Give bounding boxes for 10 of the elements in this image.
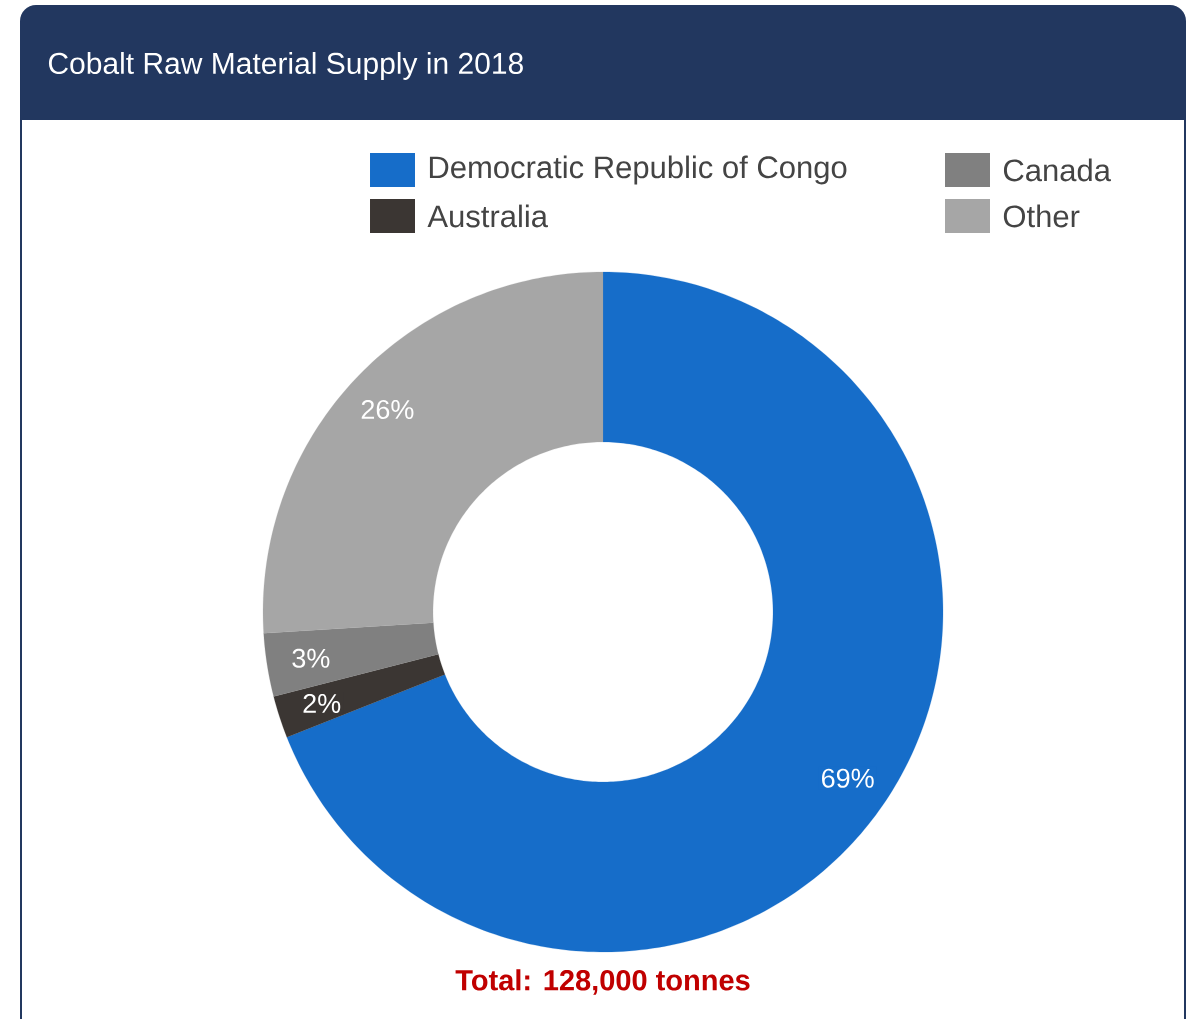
data-label: 69%: [822, 768, 874, 788]
legend-label: Other: [1003, 204, 1080, 228]
data-label: 2%: [303, 693, 341, 713]
legend-label: Democratic Republic of Congo: [429, 155, 847, 185]
legend-label: Canada: [1003, 158, 1111, 182]
data-label: 3%: [292, 648, 330, 668]
text: Total: 128,000 tonnes: [455, 969, 750, 995]
chart-title: Cobalt Raw Material Supply in 2018: [48, 52, 523, 80]
data-label: 26%: [361, 399, 414, 420]
legend-label: Australia: [427, 204, 548, 228]
